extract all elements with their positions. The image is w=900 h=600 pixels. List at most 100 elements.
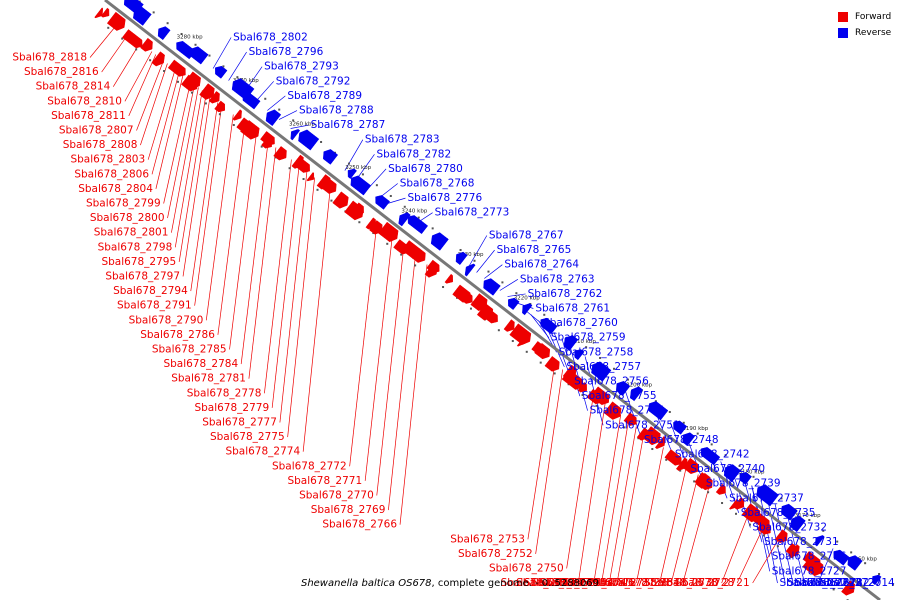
gene-label[interactable]: Sbal678_2757	[566, 361, 641, 373]
gene-label[interactable]: Sbal678_2774	[225, 446, 300, 458]
gene-label[interactable]: Sbal678_2721	[675, 577, 750, 589]
gene-label[interactable]: Sbal678_2782	[376, 148, 451, 160]
gene-label[interactable]: Sbal678_2780	[388, 163, 463, 175]
gene-label[interactable]: Sbal678_2811	[51, 110, 126, 122]
gene-label[interactable]: Sbal678_2769	[311, 504, 386, 516]
gene-label[interactable]: Sbal678_2800	[90, 212, 165, 224]
gene-label[interactable]: Sbal678_2747	[516, 577, 591, 589]
gene-label[interactable]: Sbal678_2786	[140, 329, 215, 341]
gene-label[interactable]: Sbal678_2793	[264, 61, 339, 73]
gene-label[interactable]: Sbal678_2746	[524, 577, 599, 589]
gene-label[interactable]: Sbal678_2796	[249, 46, 324, 58]
gene-label[interactable]: Sbal678_2799	[86, 197, 161, 209]
gene-label[interactable]: Sbal678_2736	[594, 577, 669, 589]
gene-label[interactable]: Sbal678_2791	[117, 300, 192, 312]
gene-label[interactable]: Sbal678_2753	[450, 533, 525, 545]
gene-label[interactable]: Sbal678_2754	[590, 405, 665, 417]
gene-label[interactable]: Sbal678_2765	[497, 244, 572, 256]
gene-label[interactable]: Sbal678_2773	[435, 207, 510, 219]
gene-label[interactable]: Sbal678_2798	[98, 241, 173, 253]
reverse-gene	[290, 129, 301, 141]
leader-line	[608, 426, 637, 584]
gene-label[interactable]: Sbal678_2767	[489, 230, 564, 242]
gene-label[interactable]: Sbal678_2756	[574, 376, 649, 388]
gene-label[interactable]: Sbal678_2792	[276, 75, 351, 87]
gene-label[interactable]: Sbal678_2758	[559, 346, 634, 358]
gene-label[interactable]: Sbal678_2771	[287, 475, 362, 487]
gene-label[interactable]: Sbal678_2740	[690, 463, 765, 475]
gene-label[interactable]: Sbal678_2785	[152, 343, 227, 355]
gene-label[interactable]: Sbal678_2737	[729, 492, 804, 504]
gene-label[interactable]: Sbal678_2726	[772, 551, 847, 563]
gene-label[interactable]: Sbal678_2794	[113, 285, 188, 297]
gene-label[interactable]: Sbal678_2730	[644, 577, 719, 589]
gene-label[interactable]: Sbal678_2742	[675, 449, 750, 461]
gene-label[interactable]: Sbal678_2738	[582, 577, 657, 589]
gene-label[interactable]: Sbal678_2776	[407, 192, 482, 204]
gene-label[interactable]: Sbal678_2734	[605, 577, 680, 589]
gene-label[interactable]: Sbal678_2745	[532, 577, 607, 589]
gene-label[interactable]: Sbal678_2744	[539, 577, 614, 589]
gene-label[interactable]: Sbal678_2816	[24, 66, 99, 78]
gene-label[interactable]: Sbal678_2783	[365, 134, 440, 146]
gene-label[interactable]: Sbal678_2722	[795, 577, 870, 589]
gene-label[interactable]: Sbal678_2808	[63, 139, 138, 151]
legend-item-reverse: Reverse	[838, 25, 891, 41]
gene-label[interactable]: Sbal678_2818	[12, 51, 87, 63]
gene-label[interactable]: Sbal678_2732	[752, 522, 827, 534]
tick-dot	[515, 292, 518, 295]
gene-label[interactable]: Sbal678_2749	[501, 577, 576, 589]
gene-label[interactable]: Sbal678_2784	[163, 358, 238, 370]
gene-label[interactable]: Sbal678_2790	[129, 314, 204, 326]
gene-label[interactable]: Sbal678_2728	[659, 577, 734, 589]
gene-label[interactable]: Sbal678_2810	[47, 95, 122, 107]
gene-label[interactable]: Sbal678_2814	[36, 81, 111, 93]
tick-dot	[278, 108, 281, 111]
gene-label[interactable]: Sbal678_2804	[78, 183, 153, 195]
gene-label[interactable]: Sbal678_2778	[187, 387, 262, 399]
gene-label[interactable]: Sbal678_2727	[772, 565, 847, 577]
gene-label[interactable]: Sbal678_2714	[820, 577, 895, 589]
leader-line	[364, 237, 393, 481]
gene-label[interactable]: Sbal678_2750	[489, 562, 564, 574]
gene-label[interactable]: Sbal678_2768	[400, 178, 475, 190]
gene-label[interactable]: Sbal678_2755	[582, 390, 657, 402]
tick-dot	[121, 37, 124, 40]
gene-label[interactable]: Sbal678_2743	[559, 577, 634, 589]
gene-label[interactable]: Sbal678_2762	[528, 288, 603, 300]
gene-label[interactable]: Sbal678_2806	[74, 168, 149, 180]
gene-label[interactable]: Sbal678_2759	[551, 332, 626, 344]
gene-label[interactable]: Sbal678_2735	[741, 507, 816, 519]
gene-label[interactable]: Sbal678_2751	[605, 419, 680, 431]
leader-line	[255, 81, 274, 102]
gene-label[interactable]: Sbal678_2803	[70, 154, 145, 166]
gene-label[interactable]: Sbal678_2788	[299, 105, 374, 117]
gene-label[interactable]: Sbal678_2807	[59, 124, 134, 136]
gene-label[interactable]: Sbal678_2801	[94, 227, 169, 239]
gene-label[interactable]: Sbal678_2720	[807, 577, 882, 589]
gene-label[interactable]: Sbal678_2789	[287, 90, 362, 102]
map-caption: Shewanella baltica OS678, complete genom…	[0, 578, 900, 589]
gene-label[interactable]: Sbal678_2787	[311, 119, 386, 131]
gene-label[interactable]: Sbal678_2797	[105, 270, 180, 282]
gene-label[interactable]: Sbal678_2760	[543, 317, 618, 329]
reverse-gene	[430, 232, 449, 251]
gene-label[interactable]: Sbal678_2752	[458, 548, 533, 560]
gene-label[interactable]: Sbal678_2764	[504, 259, 579, 271]
gene-label[interactable]: Sbal678_2775	[210, 431, 285, 443]
gene-label[interactable]: Sbal678_2802	[233, 32, 308, 44]
gene-label[interactable]: Sbal678_2770	[299, 489, 374, 501]
gene-label[interactable]: Sbal678_2724	[779, 577, 854, 589]
gene-label[interactable]: Sbal678_2731	[764, 536, 839, 548]
gene-label[interactable]: Sbal678_2761	[535, 303, 610, 315]
gene-label[interactable]: Sbal678_2763	[520, 273, 595, 285]
gene-label[interactable]: Sbal678_2777	[202, 416, 277, 428]
gene-label[interactable]: Sbal678_2723	[787, 577, 862, 589]
gene-label[interactable]: Sbal678_2795	[101, 256, 176, 268]
gene-label[interactable]: Sbal678_2772	[272, 460, 347, 472]
gene-label[interactable]: Sbal678_2779	[194, 402, 269, 414]
gene-label[interactable]: Sbal678_2748	[644, 434, 719, 446]
gene-label[interactable]: Sbal678_2781	[171, 373, 246, 385]
gene-label[interactable]: Sbal678_2766	[322, 519, 397, 531]
gene-label[interactable]: Sbal678_2739	[706, 478, 781, 490]
